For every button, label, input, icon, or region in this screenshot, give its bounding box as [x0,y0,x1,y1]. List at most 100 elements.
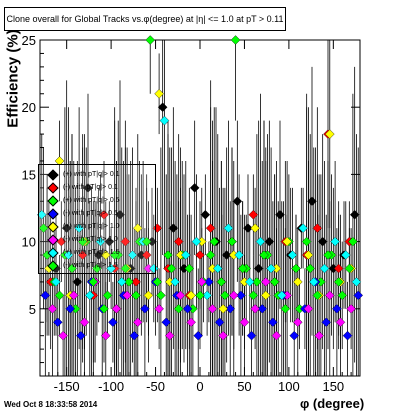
data-point-series-7 [301,236,312,247]
data-point-series-4 [282,236,292,247]
data-point-series-0 [189,183,200,193]
data-point-series-5 [164,330,175,341]
data-point-series-2 [209,236,220,247]
data-point-series-5 [100,330,111,341]
data-point-series-5 [314,330,324,341]
data-point-series-1 [205,223,216,233]
legend-label: (-) with pT|q|> 0.1 [63,184,118,191]
data-point-series-4 [186,290,196,301]
data-point-series-5 [122,290,132,301]
data-point-series-6 [212,263,223,274]
y-tick-label: 20 [22,100,36,115]
data-point-series-7 [312,290,323,301]
legend-marker [47,221,59,233]
data-point-series-0 [157,102,168,112]
timestamp: Wed Oct 8 18:33:58 2014 [4,400,98,409]
data-point-series-4 [303,250,314,260]
data-point-series-0 [243,223,253,233]
data-point-series-0 [253,263,264,274]
legend-label: (+) with pT|q|> 0.1 [63,171,120,178]
data-point-series-7 [269,277,280,287]
x-axis-label: φ (degree) [300,396,365,411]
legend-label: (-) with pT|q|> 1.5 [63,262,118,269]
data-point-series-5 [260,277,271,287]
data-point-series-7 [173,304,184,314]
data-point-series-6 [330,236,340,247]
data-point-series-7 [344,263,355,274]
data-point-series-1 [195,250,205,260]
data-point-series-2 [124,277,134,287]
data-point-series-7 [227,236,237,247]
legend-marker [47,247,59,259]
data-point-series-0 [232,196,243,207]
data-point-series-6 [287,250,298,260]
data-point-series-3 [225,304,236,314]
data-point-series-5 [250,304,260,314]
data-point-series-0 [168,223,179,233]
data-point-series-0 [83,183,93,193]
data-point-series-0 [93,250,104,260]
data-point-series-5 [324,290,335,301]
data-point-series-6 [180,250,191,260]
y-axis-label: Efficiency (%) [4,29,22,128]
data-point-series-3 [353,290,364,301]
data-point-series-1 [173,236,184,247]
data-point-series-5 [47,304,58,314]
data-point-series-2 [166,263,177,274]
data-point-series-6 [148,263,159,274]
legend-marker [47,260,59,272]
legend-label: (+) with pT|q|> 1.5 [63,249,120,256]
data-point-series-4 [143,290,154,301]
legend-label: (+) with pT|q|> 0.5 [63,197,120,204]
data-point-series-6 [74,223,84,233]
data-point-series-3 [52,317,63,328]
data-point-series-5 [335,317,346,328]
data-point-series-3 [161,317,172,328]
data-point-series-2 [252,277,262,287]
data-point-series-7 [259,250,269,260]
data-point-series-2 [145,35,156,45]
x-tick-label: -150 [54,379,80,394]
data-point-series-5 [68,290,79,301]
data-point-series-7 [184,263,195,274]
data-point-series-5 [239,317,250,328]
data-point-series-1 [312,223,323,233]
data-point-series-3 [236,290,246,301]
data-point-series-0 [200,209,211,220]
data-point-series-0 [61,223,72,233]
data-point-series-0 [72,277,83,287]
data-point-series-7 [99,304,109,314]
data-point-series-7 [67,263,77,274]
data-point-series-6 [298,223,308,233]
data-point-series-1 [77,250,88,260]
data-point-series-4 [218,304,228,314]
data-point-series-1 [141,250,152,260]
data-point-series-5 [303,304,314,314]
data-point-series-6 [51,277,61,287]
data-point-series-6 [159,115,170,126]
data-point-series-7 [248,290,259,301]
data-point-series-7 [163,250,173,260]
data-point-series-2 [220,290,230,301]
data-point-series-5 [132,317,143,328]
y-tick-label: 15 [22,167,36,182]
data-point-series-6 [244,277,255,287]
data-point-series-7 [323,250,333,260]
data-point-series-1 [248,209,259,220]
data-point-series-3 [332,304,342,314]
data-point-series-7 [205,250,216,260]
data-point-series-7 [216,277,227,287]
data-point-series-5 [58,330,68,341]
data-point-series-3 [65,304,76,314]
data-point-series-5 [154,304,164,314]
data-point-series-0 [307,196,317,207]
legend: (+) with pT|q|> 0.1 (-) with pT|q|> 0.1 (+… [38,164,156,274]
legend-marker [47,169,59,181]
x-tick-label: 150 [322,379,344,394]
data-point-series-1 [131,277,141,287]
data-point-series-6 [308,277,319,287]
data-point-series-4 [292,277,303,287]
data-point-series-2 [102,290,113,301]
data-point-series-4 [54,156,65,166]
data-point-series-3 [268,317,278,328]
